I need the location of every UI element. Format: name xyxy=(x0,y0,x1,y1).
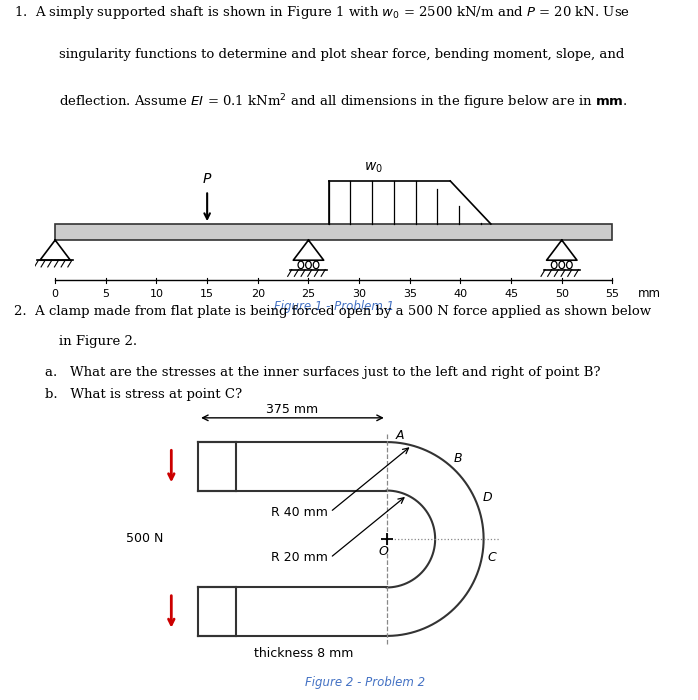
Text: b.   What is stress at point C?: b. What is stress at point C? xyxy=(45,388,242,401)
Bar xyxy=(55,224,612,240)
Text: 55: 55 xyxy=(605,289,619,299)
Text: 2.  A clamp made from flat plate is being forced open by a 500 N force applied a: 2. A clamp made from flat plate is being… xyxy=(14,305,651,318)
Text: 500 N: 500 N xyxy=(126,533,163,545)
Text: $P$: $P$ xyxy=(202,172,212,186)
Text: mm: mm xyxy=(638,287,661,300)
Text: $A$: $A$ xyxy=(395,429,405,442)
Text: $O$: $O$ xyxy=(378,545,389,559)
Text: 30: 30 xyxy=(352,289,366,299)
Text: Figure 2 - Problem 2: Figure 2 - Problem 2 xyxy=(305,676,425,690)
Text: thickness 8 mm: thickness 8 mm xyxy=(253,647,353,659)
Text: $w_0$: $w_0$ xyxy=(364,160,383,175)
Text: Figure 1 - Problem 1: Figure 1 - Problem 1 xyxy=(274,300,394,314)
Text: $B$: $B$ xyxy=(453,452,463,465)
Text: $C$: $C$ xyxy=(487,551,498,564)
Text: R 20 mm: R 20 mm xyxy=(271,552,327,564)
Text: 20: 20 xyxy=(251,289,265,299)
Text: 25: 25 xyxy=(302,289,315,299)
Text: 35: 35 xyxy=(403,289,417,299)
Text: 375 mm: 375 mm xyxy=(267,402,318,416)
Text: deflection. Assume $EI$ = 0.1 kNm$^2$ and all dimensions in the figure below are: deflection. Assume $EI$ = 0.1 kNm$^2$ an… xyxy=(59,92,628,111)
Text: $D$: $D$ xyxy=(482,491,493,504)
Text: R 40 mm: R 40 mm xyxy=(271,505,327,519)
Text: 1.  A simply supported shaft is shown in Figure 1 with $w_0$ = 2500 kN/m and $P$: 1. A simply supported shaft is shown in … xyxy=(14,4,630,21)
Text: 15: 15 xyxy=(200,289,214,299)
Text: 0: 0 xyxy=(52,289,59,299)
Text: 5: 5 xyxy=(103,289,110,299)
Text: a.   What are the stresses at the inner surfaces just to the left and right of p: a. What are the stresses at the inner su… xyxy=(45,366,601,379)
Text: 50: 50 xyxy=(555,289,569,299)
Text: singularity functions to determine and plot shear force, bending moment, slope, : singularity functions to determine and p… xyxy=(59,48,625,61)
Text: 40: 40 xyxy=(454,289,468,299)
Text: 10: 10 xyxy=(149,289,163,299)
Text: 45: 45 xyxy=(504,289,518,299)
Text: in Figure 2.: in Figure 2. xyxy=(59,335,138,349)
